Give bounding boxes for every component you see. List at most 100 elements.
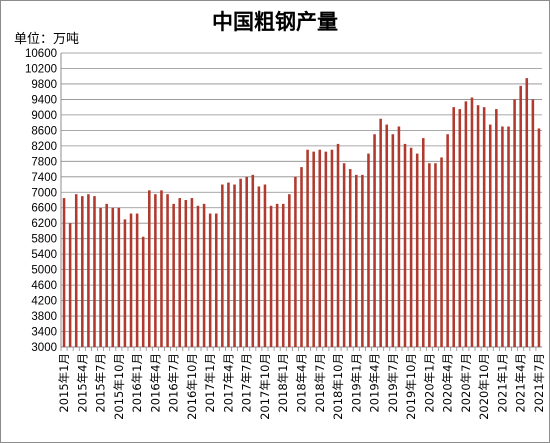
bar	[452, 107, 455, 347]
bar	[87, 194, 90, 347]
bar	[74, 194, 78, 347]
x-tick-label: 2018年7月	[313, 353, 327, 413]
y-tick-label: 10600	[25, 48, 57, 60]
bar	[123, 219, 127, 347]
bar	[525, 78, 529, 347]
x-tick-label: 2021年1月	[495, 353, 509, 413]
y-tick-label: 7400	[31, 172, 57, 184]
x-tick-label: 2015年7月	[94, 353, 108, 413]
bar	[190, 198, 194, 347]
bar	[154, 194, 157, 347]
bar	[93, 196, 96, 347]
bar	[172, 203, 175, 347]
x-tick-label: 2017年1月	[203, 353, 217, 413]
y-tick-label: 9400	[31, 94, 57, 106]
bar	[281, 203, 285, 347]
x-tick-label: 2019年7月	[386, 353, 400, 413]
x-tick-label: 2016年10月	[185, 353, 199, 420]
bar	[81, 196, 84, 347]
bar	[476, 105, 480, 347]
bar	[330, 149, 334, 347]
bar	[117, 207, 121, 347]
y-tick-label: 9800	[31, 79, 57, 91]
x-tick-label: 2019年4月	[368, 353, 382, 413]
bar	[275, 203, 279, 347]
bar	[513, 99, 516, 347]
bar	[482, 107, 486, 347]
bar	[239, 178, 242, 347]
bar	[68, 223, 72, 347]
y-tick-label: 3000	[31, 342, 57, 354]
x-tick-label: 2015年10月	[112, 353, 126, 420]
bar	[263, 184, 267, 347]
bar	[99, 207, 102, 347]
x-tick-label: 2017年7月	[240, 353, 254, 413]
y-tick-label: 6600	[31, 203, 57, 215]
y-tick-label: 5800	[31, 234, 57, 246]
bar	[245, 176, 248, 347]
x-tick-label: 2017年4月	[221, 353, 235, 413]
bar	[428, 163, 431, 347]
bar	[519, 85, 522, 347]
bar	[312, 151, 315, 347]
bar	[403, 143, 407, 347]
x-tick-label: 2018年10月	[331, 353, 345, 420]
y-tick-label: 7000	[31, 187, 57, 199]
y-tick-label: 5400	[31, 249, 57, 261]
y-tick-label: 8600	[31, 125, 57, 137]
bar	[202, 203, 206, 347]
x-tick-label: 2015年1月	[57, 353, 71, 413]
bar	[379, 118, 382, 348]
bar	[501, 126, 504, 347]
bar	[446, 134, 449, 347]
bar	[196, 205, 200, 347]
x-tick-label: 2018年4月	[295, 353, 309, 413]
y-tick-label: 5000	[31, 265, 57, 277]
bar	[221, 184, 224, 347]
bar	[269, 205, 273, 347]
x-tick-label: 2021年7月	[532, 353, 546, 413]
bar	[105, 203, 108, 347]
bar	[434, 163, 437, 347]
bar	[141, 236, 145, 347]
chart-title: 中国粗钢产量	[212, 9, 338, 34]
bar	[421, 138, 425, 347]
bar	[488, 124, 492, 347]
x-tick-label: 2021年4月	[514, 353, 528, 413]
unit-label: 单位：万吨	[14, 32, 80, 47]
bar	[507, 126, 510, 347]
y-tick-label: 10200	[25, 63, 57, 75]
x-tick-label: 2019年10月	[404, 353, 418, 420]
bar	[355, 174, 358, 347]
bar	[495, 109, 498, 347]
bar	[373, 134, 376, 347]
y-tick-label: 9000	[31, 110, 57, 122]
bar	[300, 167, 303, 347]
bar	[324, 151, 328, 347]
bar	[111, 207, 115, 347]
x-tick-label: 2020年10月	[477, 353, 491, 420]
bar	[458, 109, 462, 347]
bar	[336, 143, 340, 347]
y-tick-label: 4200	[31, 296, 57, 308]
x-tick-label: 2020年1月	[422, 353, 436, 413]
bar	[531, 99, 535, 347]
bar	[440, 157, 443, 347]
bar	[294, 176, 297, 347]
x-tick-label: 2017年10月	[258, 353, 272, 420]
bar	[367, 153, 370, 347]
bar	[129, 213, 133, 347]
y-tick-label: 6200	[31, 218, 57, 230]
bar	[233, 184, 236, 347]
bar	[227, 182, 230, 347]
y-tick-label: 3800	[31, 311, 57, 323]
bar	[397, 126, 401, 347]
bar	[166, 194, 169, 347]
bar	[135, 213, 139, 347]
bar	[306, 149, 309, 347]
bar	[160, 190, 163, 347]
bar	[391, 134, 395, 347]
y-tick-label: 3400	[31, 327, 57, 339]
x-tick-label: 2020年7月	[459, 353, 473, 413]
